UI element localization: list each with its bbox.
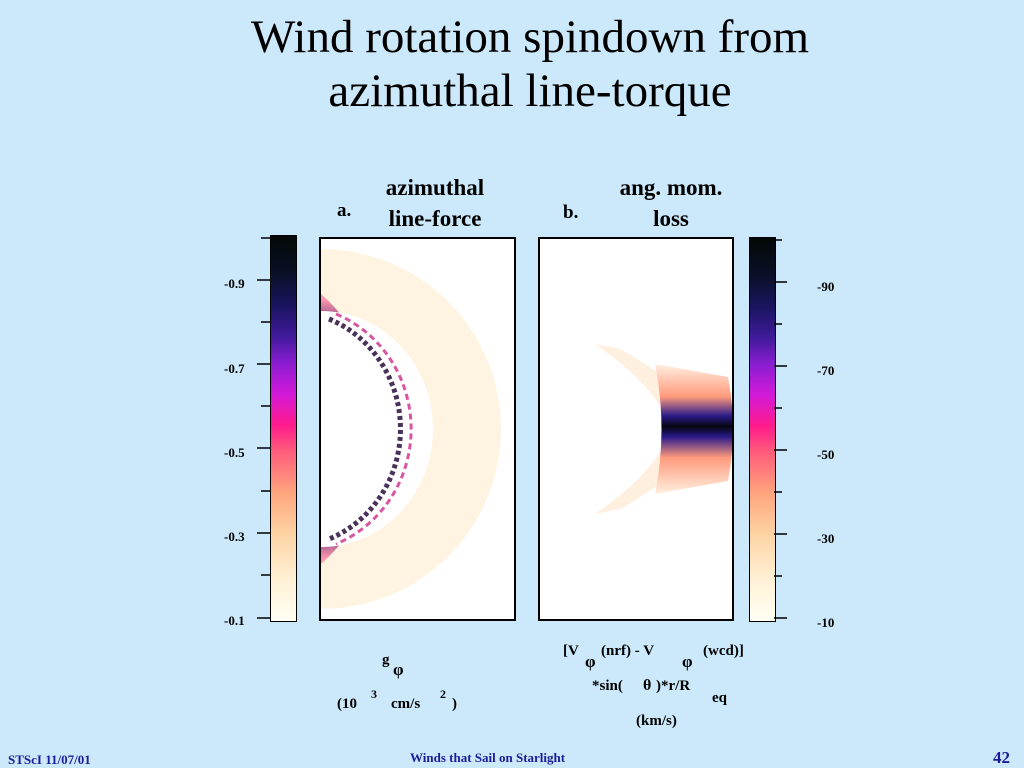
formula-sin: *sin( xyxy=(592,678,623,694)
formula-units: (km/s) xyxy=(636,713,677,729)
colorbar-a-tick-label: -0.3 xyxy=(224,529,245,544)
colorbar-a-tick-label: -0.9 xyxy=(224,276,245,291)
panel-b-letter: b. xyxy=(563,202,579,223)
colorbar-a-tick-label: -0.7 xyxy=(224,361,245,376)
panel-a-label-line2: line-force xyxy=(388,206,482,231)
unit-cm-s: cm/s xyxy=(391,696,421,712)
unit-subscript-phi: φ xyxy=(393,660,404,679)
formula-phi-2: φ xyxy=(682,652,693,671)
slide-title-line2: azimuthal line-torque xyxy=(328,65,732,117)
panel-b-image xyxy=(538,237,734,621)
colorbar-b-tick-label: -50 xyxy=(817,447,835,462)
formula-eq-subscript: eq xyxy=(712,690,727,706)
colorbar-b-tick-label: -90 xyxy=(817,279,835,294)
panel-a-label-line1: azimuthal xyxy=(385,175,485,200)
footer-date: STScI 11/07/01 xyxy=(8,752,91,767)
colorbar-b-tick-label: -30 xyxy=(817,531,835,546)
formula-r-over-r: )*r/R xyxy=(656,678,691,694)
panel-b-plot xyxy=(595,344,732,514)
colorbar-a xyxy=(270,235,297,622)
colorbar-a-ticks xyxy=(257,237,270,619)
panel-a-plot xyxy=(321,249,501,609)
unit-symbol-g: g xyxy=(382,652,390,668)
colorbar-b-tick-label: -10 xyxy=(817,615,835,630)
colorbar-a-tick-label: -0.1 xyxy=(224,613,245,628)
page-number: 42 xyxy=(993,748,1010,767)
slide-title: Wind rotation spindown from azimuthal li… xyxy=(0,10,1024,118)
formula-wcd: (wcd)] xyxy=(703,643,744,659)
panel-b-label: ang. mom. loss xyxy=(596,172,746,234)
panel-a-image xyxy=(319,237,516,621)
panel-b-label-line1: ang. mom. xyxy=(619,175,723,200)
footer-title: Winds that Sail on Starlight xyxy=(410,750,566,765)
slide-title-line1: Wind rotation spindown from xyxy=(250,11,810,63)
unit-exponent: 3 xyxy=(371,687,377,701)
panel-b-label-line2: loss xyxy=(653,206,689,231)
formula-open: [V xyxy=(563,643,579,659)
colorbar-b-ticks xyxy=(774,239,787,619)
panel-a-label: azimuthal line-force xyxy=(360,172,510,234)
unit-paren-open: (10 xyxy=(337,696,357,712)
formula-nrf: (nrf) - V xyxy=(601,643,655,659)
colorbar-b xyxy=(749,237,776,622)
formula-phi-1: φ xyxy=(585,652,596,671)
formula-theta: θ xyxy=(643,677,652,694)
colorbar-a-tick-label: -0.5 xyxy=(224,445,245,460)
panel-a-letter: a. xyxy=(337,200,352,221)
unit-exponent-2: 2 xyxy=(440,687,446,701)
colorbar-b-tick-label: -70 xyxy=(817,363,835,378)
unit-paren-close: ) xyxy=(452,696,457,712)
